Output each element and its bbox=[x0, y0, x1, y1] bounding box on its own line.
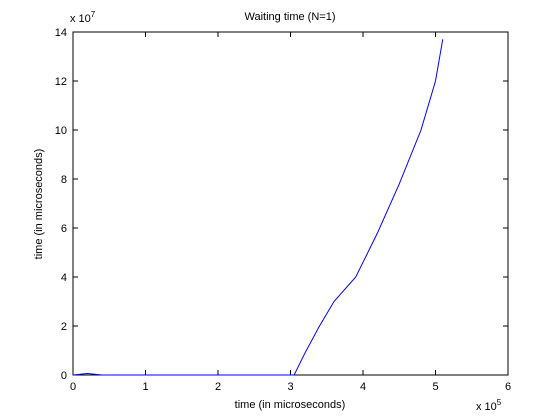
y-tick-label: 0 bbox=[61, 370, 67, 382]
x-tick-label: 6 bbox=[505, 381, 511, 393]
y-multiplier-exponent: 7 bbox=[91, 10, 96, 19]
x-multiplier-base: x 10 bbox=[476, 401, 497, 413]
y-tick-label: 2 bbox=[61, 321, 67, 333]
y-tick-label: 14 bbox=[55, 27, 67, 39]
x-multiplier: x 105 bbox=[476, 398, 502, 413]
y-axis-label: time (in microseconds) bbox=[33, 149, 45, 260]
chart-title: Waiting time (N=1) bbox=[245, 11, 336, 23]
y-tick-label: 6 bbox=[61, 223, 67, 235]
x-tick-label: 4 bbox=[360, 381, 366, 393]
x-axis-label: time (in microseconds) bbox=[235, 399, 346, 411]
y-tick-label: 12 bbox=[55, 76, 67, 88]
x-tick-label: 1 bbox=[142, 381, 148, 393]
x-tick-label: 3 bbox=[287, 381, 293, 393]
x-tick-label: 5 bbox=[432, 381, 438, 393]
x-multiplier-exponent: 5 bbox=[497, 398, 502, 407]
plot-area bbox=[72, 31, 509, 376]
data-line bbox=[72, 39, 444, 376]
y-tick-label: 4 bbox=[61, 272, 67, 284]
y-multiplier: x 107 bbox=[70, 10, 96, 25]
y-tick-label: 10 bbox=[55, 125, 67, 137]
x-tick-label: 2 bbox=[215, 381, 221, 393]
y-multiplier-base: x 10 bbox=[70, 13, 91, 25]
x-tick-label: 0 bbox=[70, 381, 76, 393]
y-tick-label: 8 bbox=[61, 174, 67, 186]
